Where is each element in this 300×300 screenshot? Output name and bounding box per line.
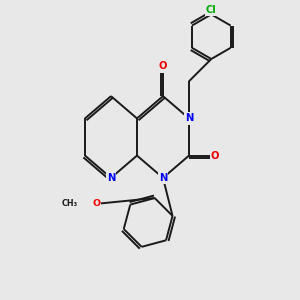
Text: CH₃: CH₃ xyxy=(62,200,78,208)
Text: N: N xyxy=(107,173,115,183)
Text: O: O xyxy=(211,151,219,160)
Text: O: O xyxy=(159,61,167,71)
Text: Cl: Cl xyxy=(206,4,217,15)
Text: N: N xyxy=(185,113,193,123)
Text: O: O xyxy=(92,200,100,208)
Text: N: N xyxy=(159,173,167,183)
